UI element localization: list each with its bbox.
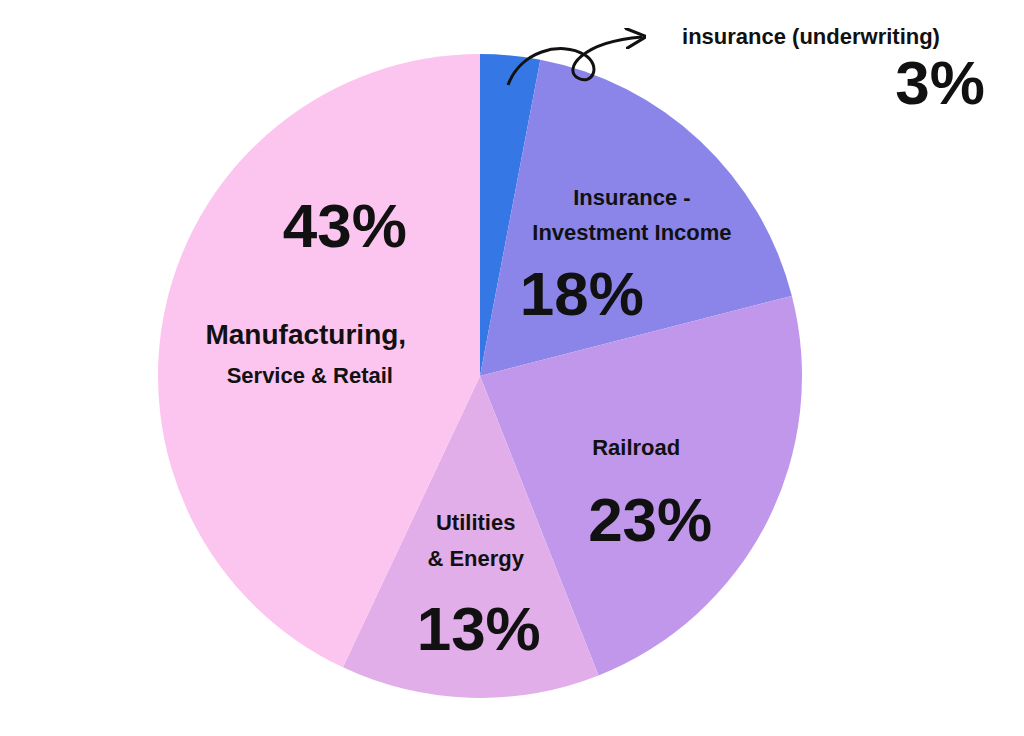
data-label: 3%	[895, 48, 985, 117]
slice-label: Railroad	[592, 435, 680, 460]
pie	[158, 54, 802, 698]
slice-label: insurance (underwriting)	[682, 24, 940, 49]
data-label: 13%	[417, 594, 541, 663]
slice-label: Utilities& Energy	[427, 510, 524, 571]
data-label: 23%	[588, 485, 712, 554]
slice-label: Manufacturing,Service & Retail	[205, 320, 406, 388]
pie-slice	[158, 54, 480, 667]
labels: insurance (underwriting)3% Insurance -Inv…	[205, 24, 984, 663]
data-label: 43%	[283, 191, 407, 260]
leader-arrow	[508, 37, 642, 85]
slice-label: Insurance -Investment Income	[532, 185, 731, 245]
data-label: 18%	[520, 259, 644, 328]
chart: insurance (underwriting)3% Insurance -Inv…	[0, 0, 1024, 736]
